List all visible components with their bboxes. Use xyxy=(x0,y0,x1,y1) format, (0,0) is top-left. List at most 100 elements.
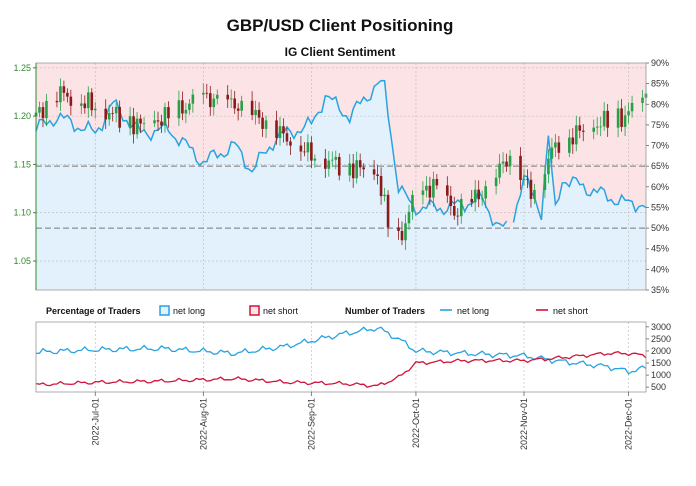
candle-body xyxy=(529,179,533,199)
candle-body xyxy=(351,163,355,179)
candle-body xyxy=(627,111,630,116)
candle-body xyxy=(303,151,306,153)
candle-body xyxy=(606,110,609,128)
candle-body xyxy=(282,126,285,134)
percent-tick-label: 50% xyxy=(651,223,669,233)
candle-body xyxy=(233,98,236,109)
percent-tick-label: 35% xyxy=(651,285,669,295)
candle-body xyxy=(184,109,188,114)
candle-body xyxy=(519,155,522,181)
candle-body xyxy=(306,142,310,153)
candle-body xyxy=(324,158,327,169)
candle-body xyxy=(310,142,313,161)
legend-pct-short-swatch xyxy=(249,305,260,316)
percent-tick-label: 80% xyxy=(651,99,669,109)
candle-body xyxy=(484,186,487,199)
candle-body xyxy=(630,102,634,112)
trader-count-panel: 500 1000 1500 2000 2500 3000 2022-Jul-01 2022-A… xyxy=(35,321,671,450)
candle-body xyxy=(494,177,498,187)
candle-body xyxy=(104,108,108,120)
chart-title: GBP/USD Client Positioning xyxy=(227,16,454,35)
candle-body xyxy=(411,194,414,212)
candle-body xyxy=(550,147,554,159)
candle-body xyxy=(428,185,432,198)
date-tick-label: 2022-Oct-01 xyxy=(411,398,421,448)
candle-body xyxy=(432,178,435,198)
candle-body xyxy=(41,107,45,119)
candle-body xyxy=(473,189,477,203)
candle-body xyxy=(379,176,383,197)
candle-body xyxy=(400,230,404,241)
candle-body xyxy=(397,227,400,231)
candle-body xyxy=(348,163,352,176)
candle-body xyxy=(620,108,623,127)
legend-num-long-label: net long xyxy=(457,306,489,316)
count-net-long-line xyxy=(35,326,647,375)
percent-tick-label: 85% xyxy=(651,79,669,89)
count-net-short-line xyxy=(35,351,647,388)
candle-body xyxy=(449,195,453,207)
candle-body xyxy=(543,174,547,190)
price-tick-label: 1.10 xyxy=(13,208,31,218)
candle-body xyxy=(641,97,644,103)
candle-body xyxy=(107,112,111,120)
price-tick-label: 1.05 xyxy=(13,256,31,266)
candle-body xyxy=(275,120,278,138)
candle-body xyxy=(240,100,243,111)
candle-body xyxy=(55,100,59,103)
chart-subtitle: IG Client Sentiment xyxy=(285,45,396,59)
candle-body xyxy=(533,189,536,199)
candle-body xyxy=(215,94,219,99)
candle-body xyxy=(289,141,292,146)
candle-body xyxy=(452,206,456,216)
candle-body xyxy=(383,194,386,197)
candle-body xyxy=(205,92,209,94)
candle-body xyxy=(66,92,69,97)
date-tick-label: 2022-Aug-01 xyxy=(198,398,208,450)
percent-tick-label: 45% xyxy=(651,244,669,254)
candle-body xyxy=(459,199,463,217)
candle-body xyxy=(156,120,160,122)
candle-body xyxy=(250,100,254,116)
date-tick-label: 2022-Dec-01 xyxy=(624,398,634,450)
candle-body xyxy=(358,160,362,168)
candle-body xyxy=(568,137,571,153)
candle-body xyxy=(571,137,575,145)
percent-tick-label: 55% xyxy=(651,202,669,212)
percent-tick-label: 40% xyxy=(651,264,669,274)
candle-body xyxy=(522,178,526,181)
candle-body xyxy=(421,190,425,195)
candle-body xyxy=(62,86,66,93)
candle-body xyxy=(208,93,212,108)
candle-body xyxy=(477,189,480,200)
candle-body xyxy=(229,98,233,100)
candle-body xyxy=(38,107,41,113)
candle-body xyxy=(261,117,264,129)
candle-body xyxy=(226,94,230,100)
candle-body xyxy=(505,161,508,167)
candle-body xyxy=(480,198,484,200)
date-tick-label: 2022-Jul-01 xyxy=(90,398,100,446)
price-sentiment-panel: 1.05 1.10 1.15 1.20 1.25 35% 40% 45% 50% 55% 60% 65… xyxy=(13,58,669,295)
candle-body xyxy=(212,98,216,108)
legend-pct-long-swatch xyxy=(159,305,170,316)
candle-body xyxy=(59,86,62,103)
legend-pct-short-label: net short xyxy=(263,306,299,316)
candle-body xyxy=(578,125,582,131)
count-tick-label: 3000 xyxy=(651,322,671,332)
candle-body xyxy=(376,174,379,177)
candle-body xyxy=(446,185,449,196)
candle-body xyxy=(581,130,585,132)
count-tick-label: 500 xyxy=(651,382,666,392)
legend-pct-long-label: net long xyxy=(173,306,205,316)
candle-body xyxy=(456,215,460,217)
candle-body xyxy=(83,103,87,109)
count-tick-label: 2000 xyxy=(651,346,671,356)
date-tick-label: 2022-Sep-01 xyxy=(306,398,316,450)
candle-body xyxy=(132,116,135,135)
price-tick-label: 1.20 xyxy=(13,111,31,121)
candle-body xyxy=(334,156,338,160)
legend-number-label: Number of Traders xyxy=(345,306,425,316)
